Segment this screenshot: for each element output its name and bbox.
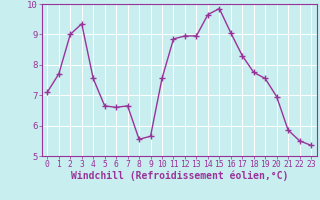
X-axis label: Windchill (Refroidissement éolien,°C): Windchill (Refroidissement éolien,°C)	[70, 171, 288, 181]
